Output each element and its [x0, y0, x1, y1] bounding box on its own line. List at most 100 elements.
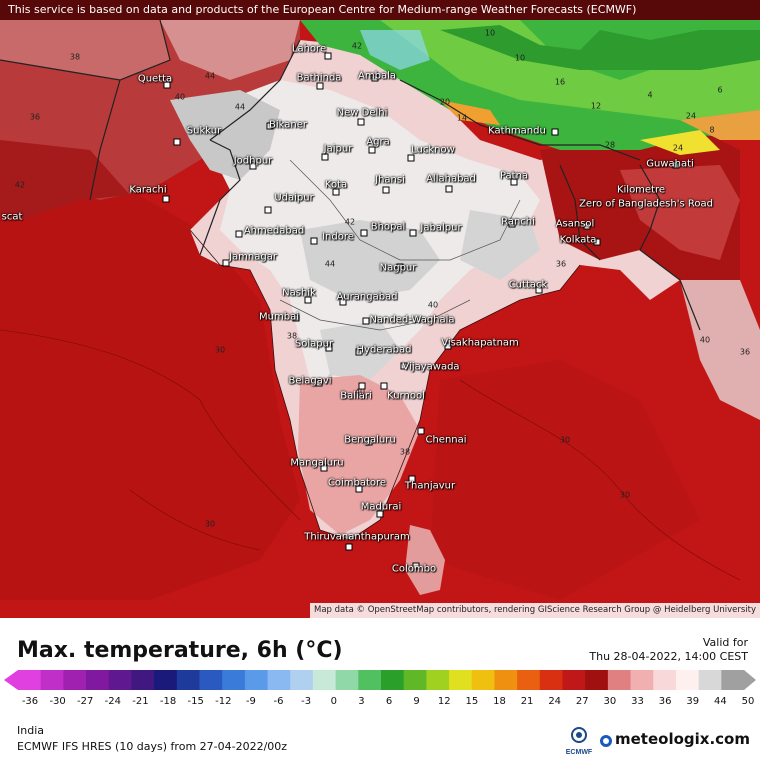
isoline-label: 30	[204, 519, 216, 529]
isoline-label: 38	[286, 331, 298, 341]
isoline-label: 36	[555, 259, 567, 269]
scale-swatch	[675, 670, 700, 690]
city-label: Patna	[499, 170, 529, 182]
isoline-label: 8	[709, 125, 715, 135]
scale-swatch	[199, 670, 223, 690]
city-marker	[162, 195, 170, 203]
scale-arrow-right	[744, 670, 756, 690]
city-label: Agra	[366, 136, 390, 148]
city-marker	[510, 178, 518, 186]
city-label: Kolkata	[559, 234, 597, 246]
city-marker	[408, 475, 416, 483]
color-scale-bar	[4, 670, 756, 690]
scale-swatch	[403, 670, 427, 690]
city-marker	[325, 344, 333, 352]
isoline-label: 40	[354, 387, 366, 397]
scale-swatch	[585, 670, 609, 690]
city-label: Udaipur	[274, 192, 314, 204]
city-label: Lucknow	[411, 144, 455, 156]
scale-tick-label: 3	[358, 696, 365, 707]
isoline-label: 10	[514, 53, 526, 63]
scale-tick-label: 21	[520, 696, 534, 707]
city-label: Nanded-Waghala	[369, 314, 455, 326]
valid-label: Valid for	[702, 636, 748, 649]
scale-swatch	[653, 670, 677, 690]
scale-swatch	[222, 670, 246, 690]
legend-title: Max. temperature, 6h (°C)	[17, 638, 343, 663]
city-label: Ballari	[340, 390, 372, 402]
scale-tick-label: 39	[686, 696, 700, 707]
city-marker	[320, 464, 328, 472]
city-marker	[508, 220, 516, 228]
city-marker	[360, 229, 368, 237]
meteologix-logo[interactable]: meteologix.com	[600, 730, 750, 748]
city-label: Ambala	[358, 70, 396, 82]
scale-swatch	[176, 670, 200, 690]
scale-tick-label: -18	[159, 696, 177, 707]
isoline-label: 38	[69, 52, 81, 62]
city-label: Zero of Bangladesh's Road	[579, 198, 713, 210]
city-label: Coimbatore	[327, 477, 387, 489]
isoline-label: 16	[554, 77, 566, 87]
city-marker	[551, 128, 559, 136]
isoline-label: 40	[174, 92, 186, 102]
city-label: Colombo	[391, 563, 437, 575]
scale-swatch	[426, 670, 450, 690]
ecmwf-logo-icon: ECMWF	[566, 727, 593, 756]
city-label: Hyderabad	[356, 344, 412, 356]
city-label: Jodhpur	[233, 155, 273, 167]
scale-swatch	[290, 670, 314, 690]
city-label: New Delhi	[336, 107, 388, 119]
scale-swatch	[630, 670, 654, 690]
city-label: Visakhapatnam	[441, 337, 519, 349]
scale-tick-label: -12	[215, 696, 232, 707]
scale-swatch	[449, 670, 473, 690]
scale-tick-label: -3	[301, 696, 312, 707]
scale-swatch	[539, 670, 563, 690]
city-label: Bikaner	[269, 119, 307, 131]
city-label: Jaipur	[323, 143, 353, 155]
valid-time: Valid for Thu 28-04-2022, 14:00 CEST	[589, 636, 748, 664]
city-marker	[163, 81, 171, 89]
scale-swatch	[63, 670, 87, 690]
scale-swatch	[607, 670, 632, 690]
scale-tick-label: -24	[104, 696, 122, 707]
city-marker	[396, 263, 404, 271]
city-marker	[310, 237, 318, 245]
brand-mark-icon	[600, 735, 612, 747]
city-marker	[365, 438, 373, 446]
city-marker	[173, 138, 181, 146]
city-marker	[249, 162, 257, 170]
city-label: Bhopal	[370, 221, 406, 233]
color-scale-ticks: -36 -30 -27 -24 -21 -18 -15 -12 -9 -6 -3 0 3 6 9 12 15 18…	[0, 696, 760, 710]
isoline-label: 10	[484, 28, 496, 38]
isoline-label: 4	[647, 90, 653, 100]
city-marker	[362, 317, 370, 325]
city-label: Mumbai	[259, 311, 299, 323]
city-label: Ranchi	[501, 216, 535, 228]
city-label: Kurnool	[387, 390, 425, 402]
city-label: Quetta	[137, 73, 173, 85]
scale-tick-label: 15	[465, 696, 479, 707]
scale-tick-label: -21	[132, 696, 149, 707]
temperature-map[interactable]: This service is based on data and produc…	[0, 0, 760, 618]
city-label: Indore	[322, 231, 354, 243]
city-label: Ahmedabad	[243, 225, 305, 237]
scale-tick-label: -36	[21, 696, 39, 707]
scale-tick-label: 30	[603, 696, 617, 707]
city-marker	[316, 82, 324, 90]
city-label: Jamnagar	[229, 251, 277, 263]
ecmwf-label: ECMWF	[566, 749, 593, 756]
city-label: Jhansi	[375, 174, 405, 186]
isoline-label: 36	[739, 347, 751, 357]
scale-swatch	[517, 670, 541, 690]
city-label: Solapur	[294, 338, 334, 350]
city-marker	[376, 510, 384, 518]
scale-tick-label: -27	[77, 696, 94, 707]
city-label: Asansol	[555, 218, 595, 230]
scale-swatch	[131, 670, 155, 690]
city-label: Thiruvananthapuram	[304, 531, 410, 543]
isoline-label: 20	[439, 97, 451, 107]
brand-name: meteologix.com	[615, 730, 750, 748]
city-marker	[304, 296, 312, 304]
